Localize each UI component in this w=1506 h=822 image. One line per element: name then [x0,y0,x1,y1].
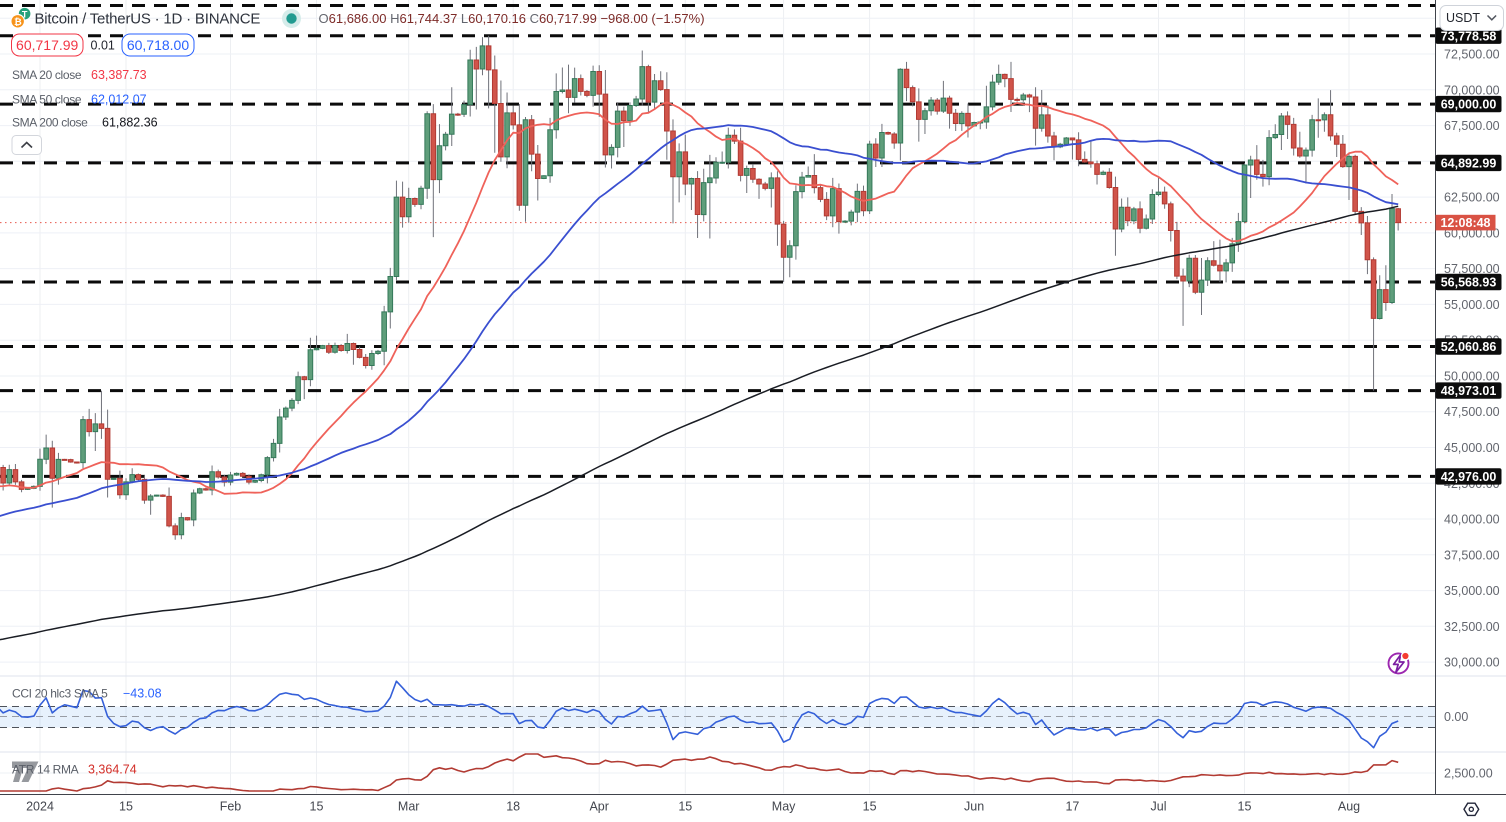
svg-text:64,892.99: 64,892.99 [1441,157,1497,171]
svg-text:48,973.01: 48,973.01 [1441,384,1497,398]
svg-text:SMA 200 close: SMA 200 close [12,116,88,130]
svg-text:May: May [772,800,796,814]
svg-text:2024: 2024 [26,800,54,814]
svg-text:SMA 50 close: SMA 50 close [12,92,82,106]
svg-text:USDT: USDT [1446,11,1480,25]
svg-text:37,500.00: 37,500.00 [1444,548,1500,562]
svg-text:Mar: Mar [398,800,420,814]
svg-text:SMA 20 close: SMA 20 close [12,68,82,82]
svg-text:15: 15 [863,800,877,814]
svg-text:15: 15 [678,800,692,814]
svg-text:61,882.36: 61,882.36 [102,116,158,130]
svg-text:70,000.00: 70,000.00 [1444,83,1500,97]
svg-text:52,060.86: 52,060.86 [1441,340,1497,354]
svg-text:0.01: 0.01 [91,39,115,53]
svg-text:40,000.00: 40,000.00 [1444,513,1500,527]
svg-text:Feb: Feb [220,800,242,814]
svg-text:Jul: Jul [1151,800,1167,814]
svg-text:15: 15 [310,800,324,814]
svg-text:62,500.00: 62,500.00 [1444,191,1500,205]
svg-text:57,500.00: 57,500.00 [1444,262,1500,276]
svg-text:12:08:48: 12:08:48 [1440,216,1490,230]
svg-text:42,976.00: 42,976.00 [1441,470,1497,484]
svg-text:63,387.73: 63,387.73 [91,68,147,82]
svg-text:0.00: 0.00 [1444,710,1468,724]
svg-text:17: 17 [1065,800,1079,814]
svg-text:Jun: Jun [964,800,984,814]
svg-text:−43.08: −43.08 [123,686,162,700]
svg-text:55,000.00: 55,000.00 [1444,298,1500,312]
svg-text:T: T [22,10,28,20]
svg-text:62,012.07: 62,012.07 [91,92,147,106]
svg-text:47,500.00: 47,500.00 [1444,405,1500,419]
svg-text:O61,686.00 H61,744.37 L60,170.: O61,686.00 H61,744.37 L60,170.16 C60,717… [319,11,705,26]
svg-text:35,000.00: 35,000.00 [1444,584,1500,598]
svg-text:69,000.00: 69,000.00 [1441,98,1497,112]
svg-text:60,717.99: 60,717.99 [16,37,78,53]
svg-text:56,568.93: 56,568.93 [1441,276,1497,290]
svg-text:50,000.00: 50,000.00 [1444,370,1500,384]
svg-text:67,500.00: 67,500.00 [1444,119,1500,133]
svg-text:₿: ₿ [14,17,22,28]
svg-text:Aug: Aug [1338,800,1360,814]
svg-text:ATR 14 RMA: ATR 14 RMA [12,762,79,776]
svg-text:CCI 20 hlc3 SMA 5: CCI 20 hlc3 SMA 5 [12,686,108,700]
svg-text:Bitcoin / TetherUS · 1D · BINA: Bitcoin / TetherUS · 1D · BINANCE [35,11,261,28]
svg-text:32,500.00: 32,500.00 [1444,620,1500,634]
svg-text:15: 15 [119,800,133,814]
svg-text:30,000.00: 30,000.00 [1444,656,1500,670]
svg-text:60,718.00: 60,718.00 [127,37,189,53]
svg-text:2,500.00: 2,500.00 [1444,767,1493,781]
svg-text:3,364.74: 3,364.74 [88,762,137,776]
svg-text:18: 18 [506,800,520,814]
svg-text:15: 15 [1238,800,1252,814]
svg-text:73,778.58: 73,778.58 [1441,29,1497,43]
svg-text:45,000.00: 45,000.00 [1444,441,1500,455]
svg-text:Apr: Apr [589,800,608,814]
svg-text:72,500.00: 72,500.00 [1444,48,1500,62]
